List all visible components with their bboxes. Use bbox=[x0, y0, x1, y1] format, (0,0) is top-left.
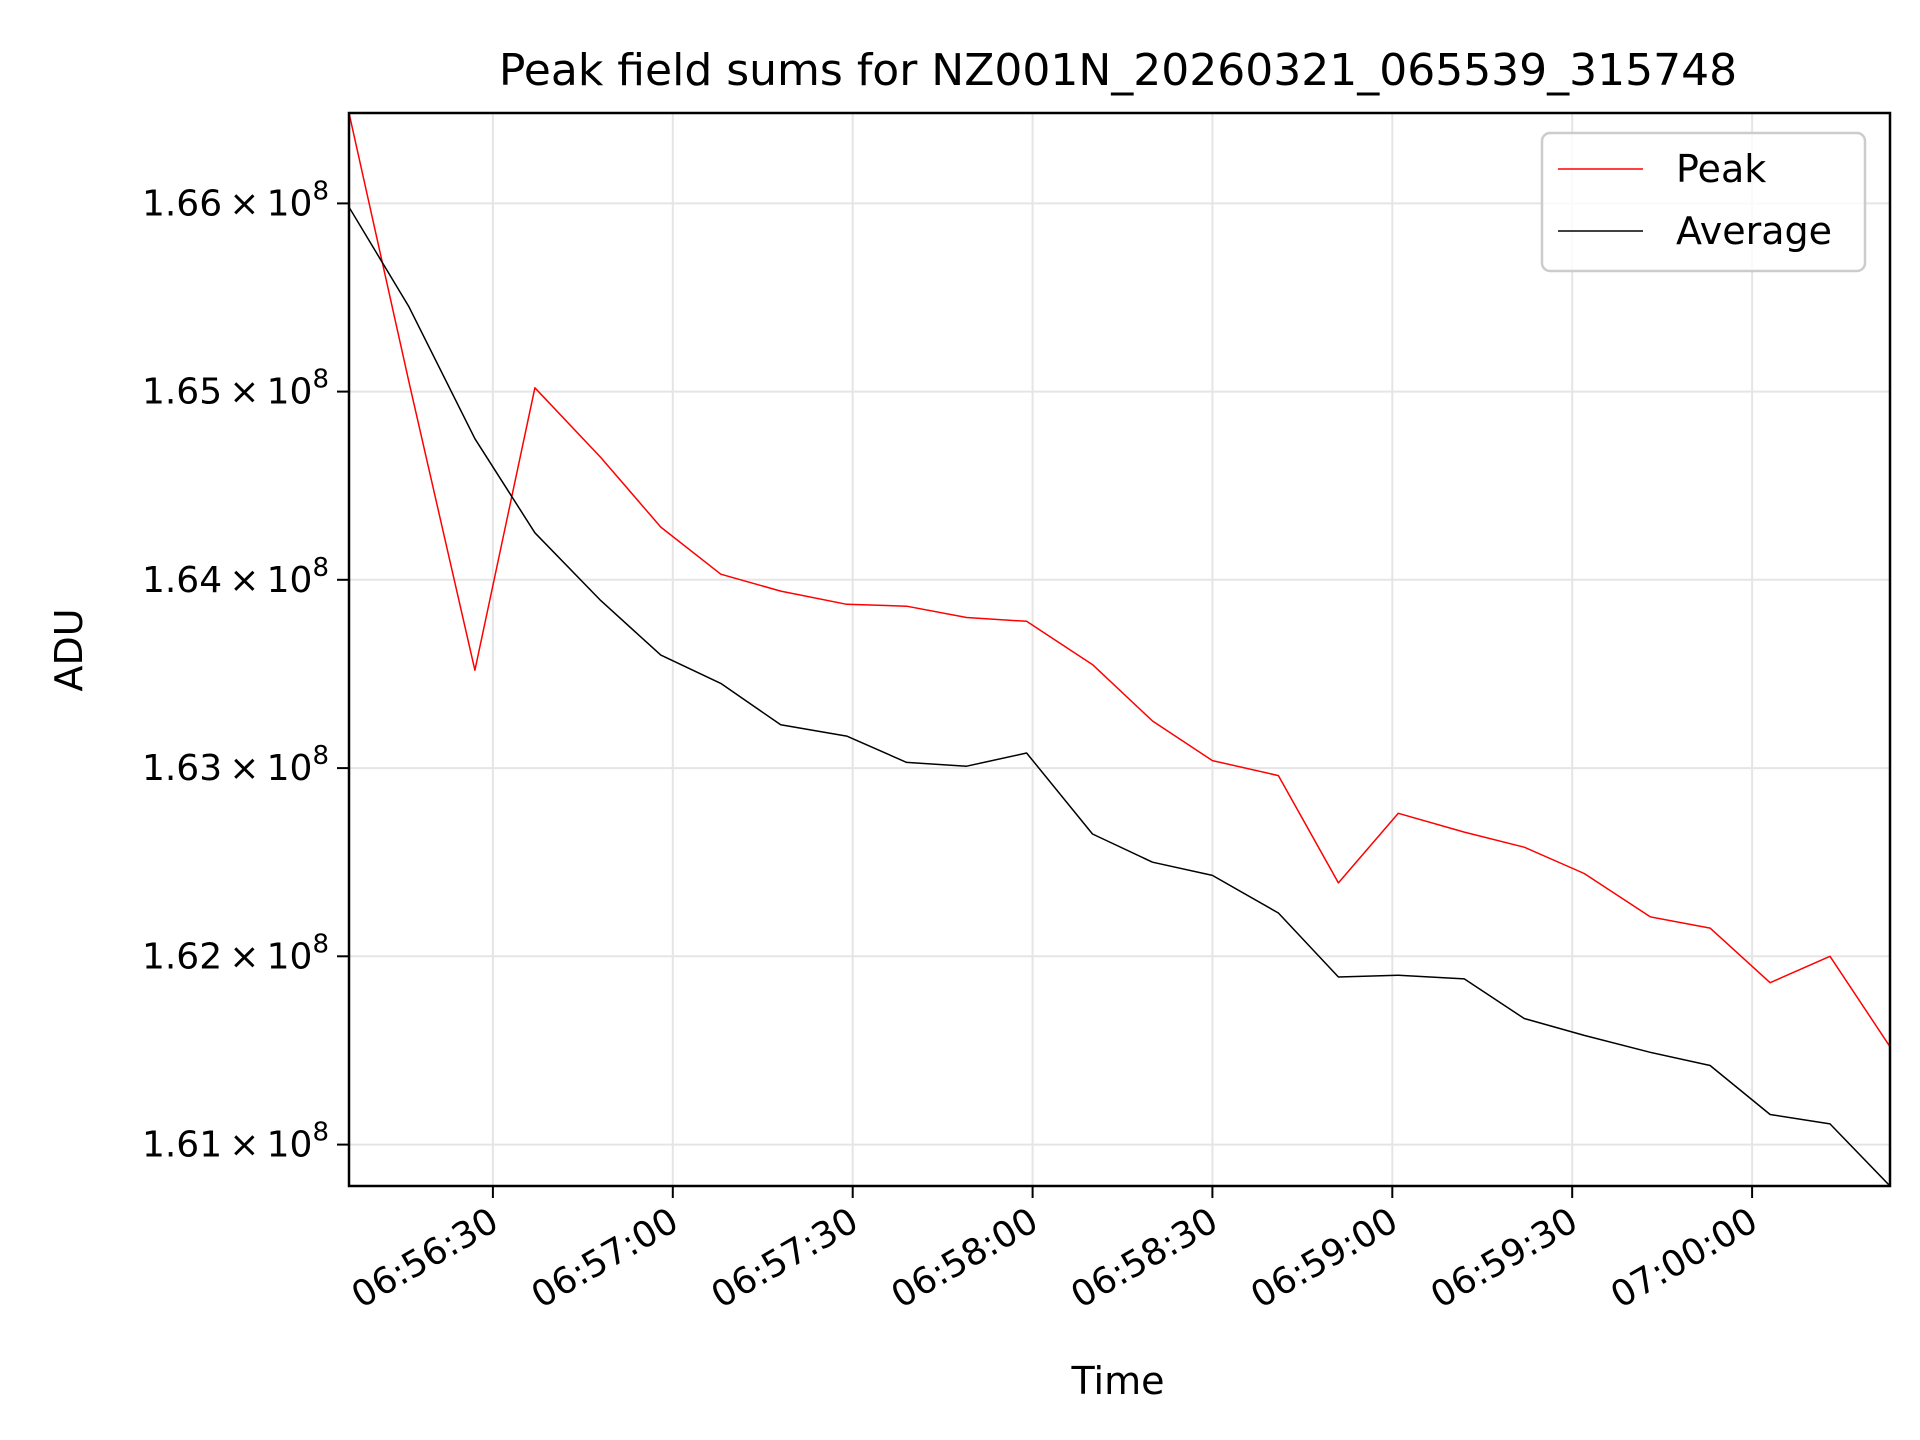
y-tick-label: 1.64 × 108 bbox=[142, 553, 329, 601]
legend-box bbox=[1540, 131, 1867, 273]
y-tick-exponent: 8 bbox=[312, 741, 329, 771]
y-tick-exponent: 8 bbox=[312, 553, 329, 583]
y-tick-times-sign: × 10 bbox=[222, 372, 312, 413]
grid bbox=[349, 113, 1890, 1186]
y-tick-mantissa: 1.64 bbox=[142, 560, 222, 601]
y-tick-times-sign: × 10 bbox=[222, 936, 312, 977]
y-tick-exponent: 8 bbox=[312, 176, 329, 206]
y-tick-exponent: 8 bbox=[312, 1118, 329, 1148]
y-tick-label: 1.61 × 108 bbox=[142, 1118, 329, 1166]
y-tick-times-sign: × 10 bbox=[222, 183, 312, 224]
series-group bbox=[349, 113, 1890, 1186]
chart-title: Peak field sums for NZ001N_20260321_0655… bbox=[499, 45, 1737, 96]
y-tick-label: 1.66 × 108 bbox=[142, 176, 329, 224]
y-tick-mantissa: 1.66 bbox=[142, 183, 222, 224]
legend-label-average: Average bbox=[1676, 209, 1832, 253]
y-tick-exponent: 8 bbox=[312, 365, 329, 395]
y-tick-exponent: 8 bbox=[312, 929, 329, 959]
y-tick-times-sign: × 10 bbox=[222, 1125, 312, 1166]
plot-frame bbox=[347, 111, 1892, 1188]
series-line-peak bbox=[349, 113, 1890, 1048]
series-line-average bbox=[349, 206, 1890, 1186]
y-tick-times-sign: × 10 bbox=[222, 560, 312, 601]
y-tick-mantissa: 1.63 bbox=[142, 748, 222, 789]
legend-label-peak: Peak bbox=[1676, 147, 1766, 191]
y-axis-label: ADU bbox=[47, 608, 91, 691]
y-tick-label: 1.62 × 108 bbox=[142, 929, 329, 977]
x-axis-label: Time bbox=[1071, 1359, 1165, 1403]
y-tick-label: 1.65 × 108 bbox=[142, 365, 329, 413]
y-tick-mantissa: 1.62 bbox=[142, 936, 222, 977]
y-tick-mantissa: 1.61 bbox=[142, 1125, 222, 1166]
legend: Peak Average bbox=[1540, 131, 1867, 273]
y-tick-label: 1.63 × 108 bbox=[142, 741, 329, 789]
y-tick-mantissa: 1.65 bbox=[142, 372, 222, 413]
y-tick-times-sign: × 10 bbox=[222, 748, 312, 789]
